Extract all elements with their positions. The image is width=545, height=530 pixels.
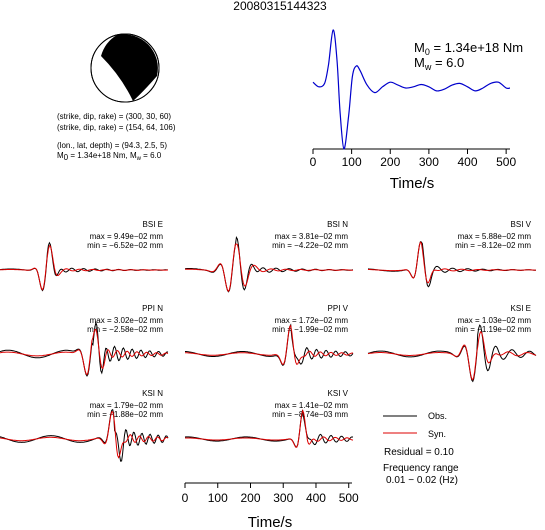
stf-x-tick-label: 300 [419, 155, 439, 169]
panel-station-label: KSI N [142, 389, 163, 398]
mechanism-location: (lon., lat, depth) = (94.3, 2.5, 5) [57, 141, 167, 150]
waveform-x-tick-label: 500 [339, 491, 359, 505]
panel-max-label: max = 1.72e−02 mm [275, 316, 349, 325]
panel-max-label: max = 3.02e−02 mm [90, 316, 164, 325]
panel-min-label: min = −1.88e−02 mm [87, 410, 163, 419]
frequency-range-value: 0.01 − 0.02 (Hz) [386, 475, 458, 486]
syn-trace [185, 244, 353, 291]
panel-station-label: BSI V [511, 220, 532, 229]
waveform-x-tick-label: 0 [182, 491, 189, 505]
legend-syn-label: Syn. [428, 429, 446, 439]
panel-max-label: max = 9.49e−02 mm [90, 232, 164, 241]
panel-station-label: BSI E [143, 220, 163, 229]
legend: Obs. Syn. Residual = 0.10 Frequency rang… [383, 411, 459, 486]
beachball [91, 34, 159, 102]
stf-x-tick-label: 500 [496, 155, 516, 169]
stf-x-tick-label: 0 [310, 155, 317, 169]
panel-station-label: BSI N [327, 220, 348, 229]
stf-x-tick-label: 400 [457, 155, 477, 169]
waveform-x-tick-label: 200 [240, 491, 260, 505]
stf-x-tick-label: 100 [342, 155, 362, 169]
waveform-x-label: Time/s [248, 514, 292, 530]
panel-max-label: max = 1.41e−02 mm [275, 401, 349, 410]
panel-min-label: min = −1.19e−02 mm [455, 325, 531, 334]
legend-obs-label: Obs. [428, 411, 447, 421]
panel-min-label: min = −6.52e−02 mm [87, 241, 163, 250]
panel-max-label: max = 3.81e−02 mm [275, 232, 349, 241]
waveform-x-tick-label: 100 [208, 491, 228, 505]
panel-min-label: min = −2.58e−02 mm [87, 325, 163, 334]
panel-max-label: max = 5.88e−02 mm [458, 232, 532, 241]
mechanism-plane2: (strike, dip, rake) = (154, 64, 106) [57, 123, 176, 132]
panel-station-label: PPI V [328, 304, 349, 313]
stf-chart: 0 100 200 300 400 500 Time/s M0 = 1.34e+18 Nm… [310, 30, 523, 192]
waveform-time-axis: 0 100 200 300 400 500 Time/s [182, 483, 359, 530]
panel-max-label: max = 1.79e−02 mm [90, 401, 164, 410]
panel-min-label: min = −1.99e−02 mm [272, 325, 348, 334]
panel-station-label: KSI V [328, 389, 349, 398]
panel-station-label: KSI E [511, 304, 531, 313]
stf-x-label: Time/s [390, 175, 434, 192]
stf-x-tick-label: 200 [380, 155, 400, 169]
panel-min-label: min = −4.22e−02 mm [272, 241, 348, 250]
frequency-range-title: Frequency range [383, 463, 459, 474]
residual-label: Residual = 0.10 [384, 447, 454, 458]
waveform-x-ticks: 0 100 200 300 400 500 [182, 483, 359, 505]
waveform-x-tick-label: 400 [306, 491, 326, 505]
waveform-x-tick-label: 300 [273, 491, 293, 505]
event-title: 20080315144323 [233, 0, 327, 13]
panel-min-label: min = −8.74e−03 mm [272, 410, 348, 419]
panel-max-label: max = 1.03e−02 mm [458, 316, 532, 325]
stf-x-ticks: 0 100 200 300 400 500 [310, 149, 517, 169]
panel-station-label: PPI N [142, 304, 163, 313]
mechanism-moment: M0 = 1.34e+18 Nm, Mw = 6.0 [57, 151, 162, 162]
stf-mw-annotation: Mw = 6.0 [414, 55, 464, 72]
syn-trace [0, 246, 168, 290]
mechanism-plane1: (strike, dip, rake) = (300, 30, 60) [57, 112, 171, 121]
syn-trace [368, 332, 536, 380]
panel-min-label: min = −8.12e−02 mm [455, 241, 531, 250]
